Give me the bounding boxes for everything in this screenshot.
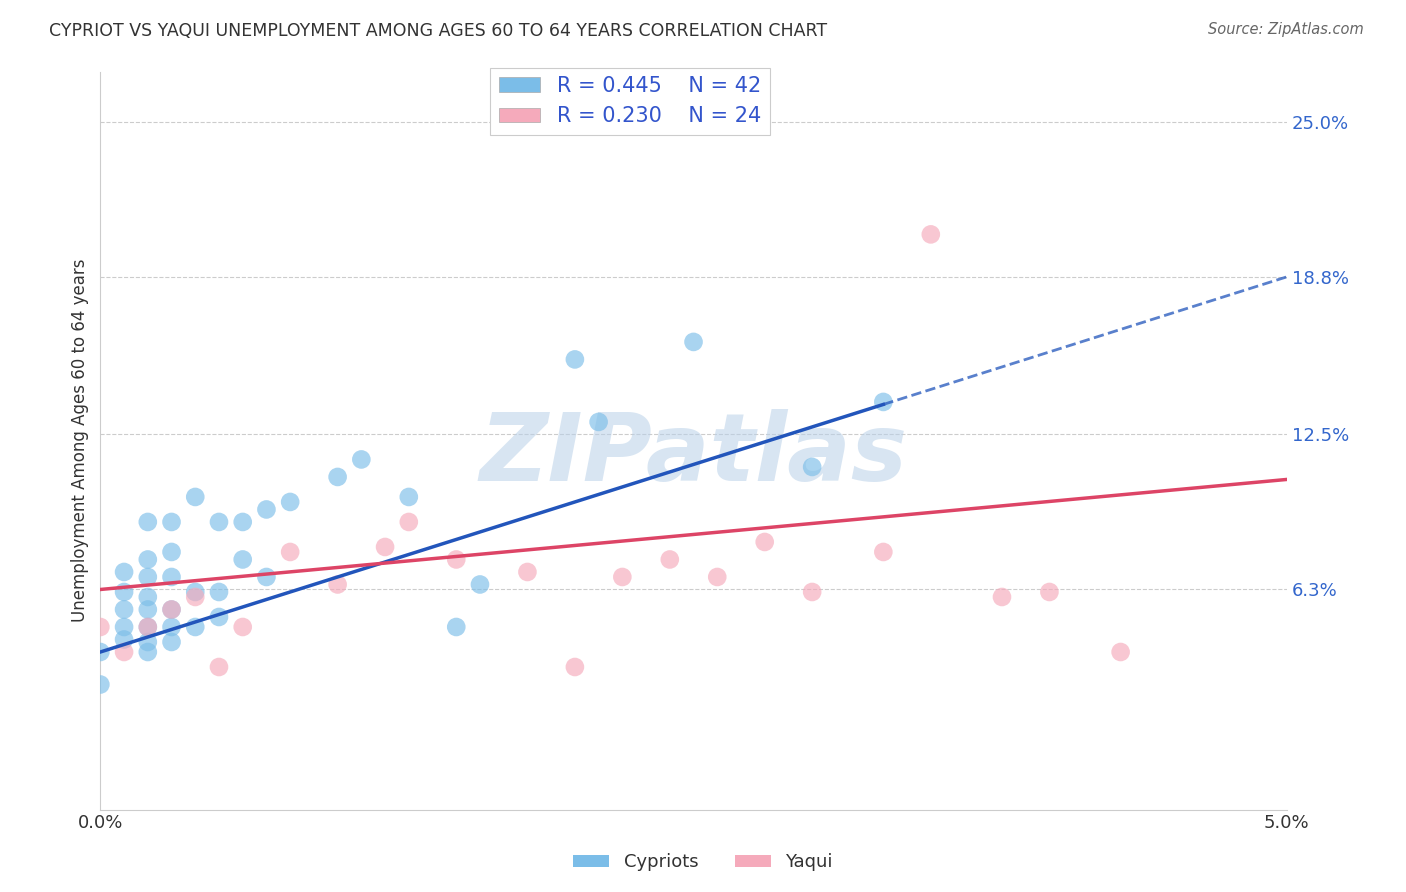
Point [184, 620, 207, 634]
Point [1038, 585, 1060, 599]
Point [160, 515, 183, 529]
Point [160, 545, 183, 559]
Point [112, 632, 135, 647]
Point [136, 645, 159, 659]
Point [398, 490, 420, 504]
Point [136, 602, 159, 616]
Point [89, 677, 111, 691]
Point [136, 620, 159, 634]
Point [872, 395, 894, 409]
Point [256, 502, 278, 516]
Point [136, 635, 159, 649]
Point [208, 585, 231, 599]
Point [991, 590, 1014, 604]
Point [1109, 645, 1132, 659]
Point [920, 227, 942, 242]
Point [278, 545, 301, 559]
Point [682, 334, 704, 349]
Point [112, 620, 135, 634]
Point [232, 620, 254, 634]
Text: CYPRIOT VS YAQUI UNEMPLOYMENT AMONG AGES 60 TO 64 YEARS CORRELATION CHART: CYPRIOT VS YAQUI UNEMPLOYMENT AMONG AGES… [49, 22, 827, 40]
Point [326, 577, 349, 591]
Point [208, 660, 231, 674]
Point [112, 602, 135, 616]
Point [564, 660, 586, 674]
Point [184, 590, 207, 604]
Point [446, 620, 468, 634]
Point [374, 540, 396, 554]
Point [208, 610, 231, 624]
Legend: R = 0.445    N = 42, R = 0.230    N = 24: R = 0.445 N = 42, R = 0.230 N = 24 [491, 68, 769, 135]
Point [350, 452, 373, 467]
Point [160, 620, 183, 634]
Point [658, 552, 681, 566]
Point [136, 620, 159, 634]
Point [801, 459, 824, 474]
Point [136, 570, 159, 584]
Point [516, 565, 538, 579]
Y-axis label: Unemployment Among Ages 60 to 64 years: Unemployment Among Ages 60 to 64 years [72, 259, 89, 623]
Point [564, 352, 586, 367]
Point [801, 585, 824, 599]
Point [588, 415, 610, 429]
Point [160, 602, 183, 616]
Point [160, 602, 183, 616]
Point [706, 570, 728, 584]
Point [612, 570, 634, 584]
Point [468, 577, 491, 591]
Point [160, 570, 183, 584]
Point [160, 635, 183, 649]
Point [136, 590, 159, 604]
Point [112, 645, 135, 659]
Point [398, 515, 420, 529]
Point [184, 585, 207, 599]
Point [184, 490, 207, 504]
Point [754, 535, 776, 549]
Point [278, 495, 301, 509]
Text: Source: ZipAtlas.com: Source: ZipAtlas.com [1208, 22, 1364, 37]
Point [89, 645, 111, 659]
Point [256, 570, 278, 584]
Point [136, 515, 159, 529]
Point [112, 565, 135, 579]
Point [232, 552, 254, 566]
Point [872, 545, 894, 559]
Point [446, 552, 468, 566]
Point [112, 585, 135, 599]
Point [136, 552, 159, 566]
Point [326, 470, 349, 484]
Point [89, 620, 111, 634]
Text: ZIPatlas: ZIPatlas [479, 409, 908, 501]
Point [208, 515, 231, 529]
Legend: Cypriots, Yaqui: Cypriots, Yaqui [567, 847, 839, 879]
Point [232, 515, 254, 529]
